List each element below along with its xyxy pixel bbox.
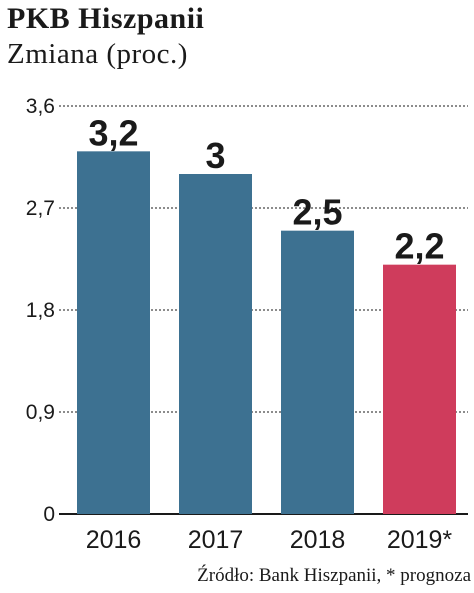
x-tick-label: 2019* (387, 526, 453, 554)
x-tick-label: 2018 (290, 526, 346, 554)
x-tick-label: 2017 (188, 526, 244, 554)
bar-2016 (77, 151, 150, 515)
x-tick-label: 2016 (86, 526, 142, 554)
y-tick-label: 0,9 (26, 401, 55, 424)
data-label: 2,2 (394, 226, 444, 267)
data-label: 3 (205, 135, 225, 176)
y-tick-label: 3,6 (26, 95, 55, 118)
data-label: 3,2 (88, 112, 138, 153)
bar-2017 (179, 174, 252, 514)
chart-title: PKB Hiszpanii (7, 2, 205, 35)
bar-2018 (281, 230, 354, 514)
chart-subtitle: Zmiana (proc.) (7, 38, 188, 70)
source-note: Źródło: Bank Hiszpanii, * prognoza (197, 565, 471, 586)
bar-2019-forecast (383, 264, 456, 514)
y-tick-label: 0 (43, 503, 55, 526)
data-label: 2,5 (292, 192, 342, 233)
y-tick-label: 1,8 (26, 299, 55, 322)
y-tick-label: 2,7 (26, 197, 55, 220)
